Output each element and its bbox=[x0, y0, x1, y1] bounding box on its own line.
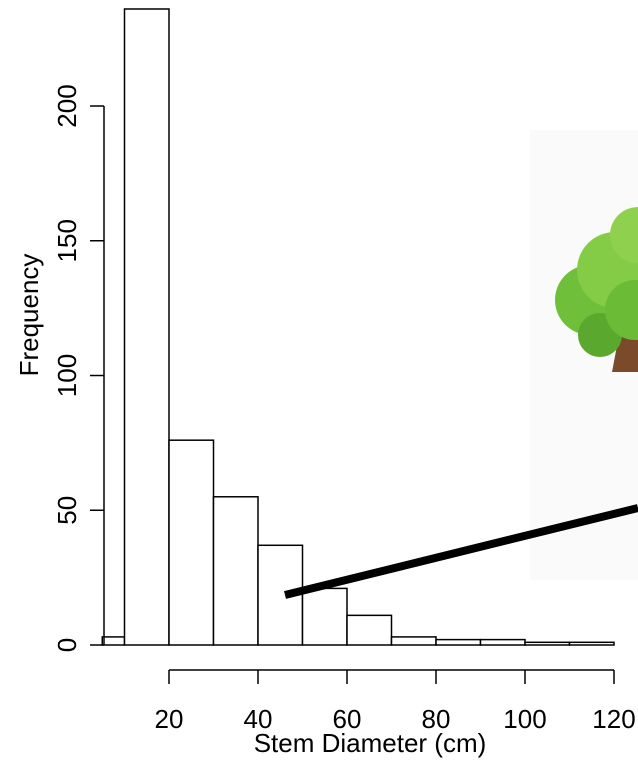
x-tick-label: 120 bbox=[592, 704, 635, 734]
bar bbox=[524, 641, 571, 646]
bar bbox=[346, 614, 393, 646]
y-tick-label: 100 bbox=[52, 354, 82, 397]
x-tick-label: 40 bbox=[244, 704, 273, 734]
x-tick-label: 100 bbox=[503, 704, 546, 734]
y-axis-label: Frequency bbox=[14, 254, 44, 377]
foliage bbox=[610, 207, 638, 263]
bar bbox=[435, 638, 482, 646]
foliage bbox=[605, 280, 638, 340]
bar bbox=[123, 8, 170, 646]
y-tick-label: 150 bbox=[52, 219, 82, 262]
x-tick-label: 60 bbox=[333, 704, 362, 734]
y-tick-label: 0 bbox=[52, 638, 82, 652]
y-tick-label: 200 bbox=[52, 84, 82, 127]
x-tick-label: 80 bbox=[422, 704, 451, 734]
bar bbox=[390, 636, 437, 646]
tree-illustration bbox=[530, 130, 638, 580]
bar bbox=[479, 638, 526, 646]
bar bbox=[168, 439, 215, 646]
bar bbox=[568, 641, 615, 646]
bar bbox=[212, 496, 259, 646]
bar bbox=[301, 587, 348, 646]
bar bbox=[101, 636, 126, 646]
y-tick-label: 50 bbox=[52, 496, 82, 525]
x-tick-label: 20 bbox=[155, 704, 184, 734]
x-axis-label: Stem Diameter (cm) bbox=[254, 728, 487, 758]
pointer-line bbox=[284, 504, 638, 599]
